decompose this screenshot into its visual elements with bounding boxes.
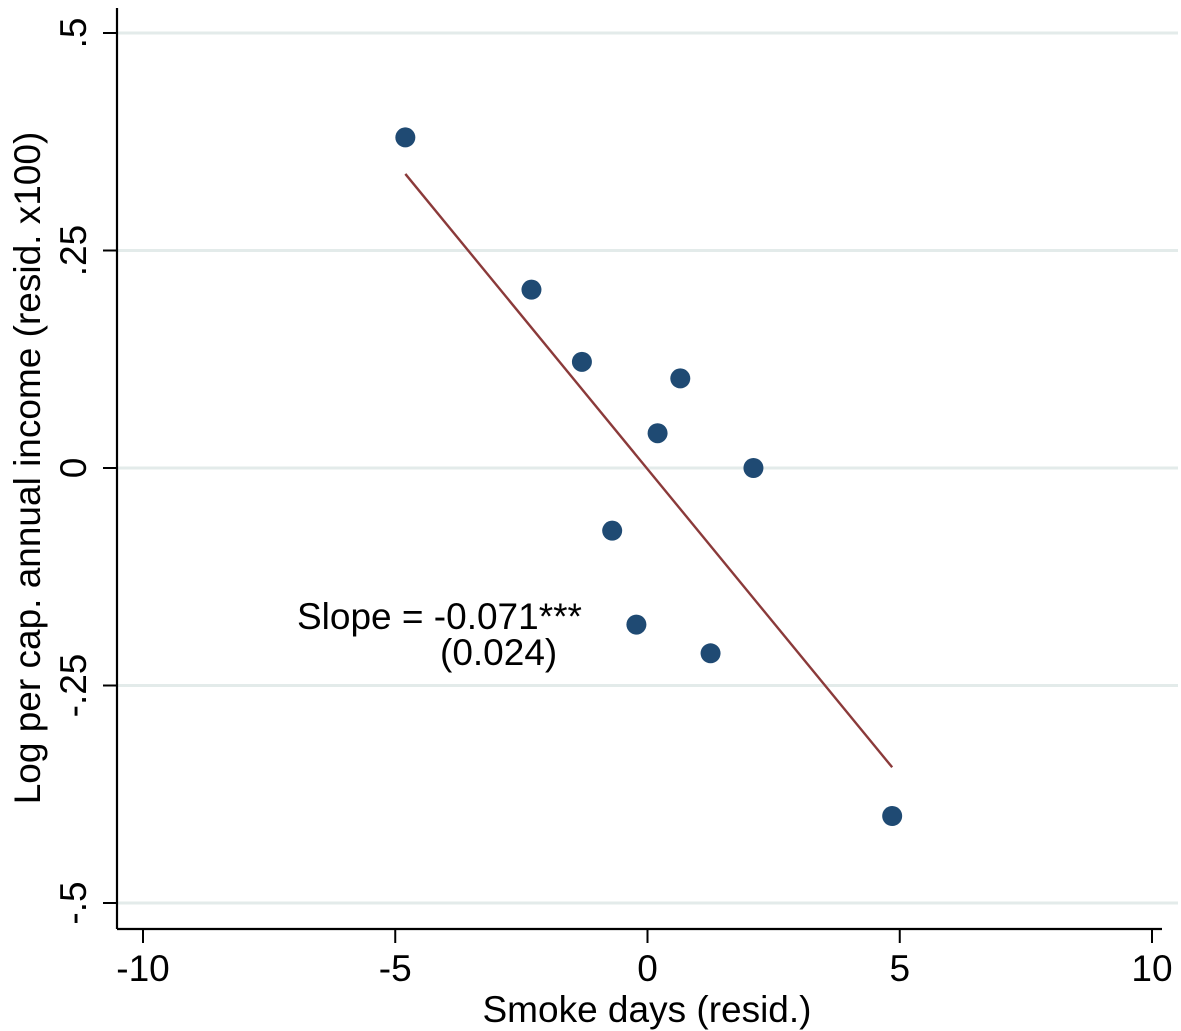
- data-points: [395, 127, 903, 826]
- data-point: [882, 806, 903, 826]
- data-point: [626, 614, 647, 635]
- x-tick-label: 5: [889, 948, 910, 989]
- x-tick-label: 10: [1131, 948, 1172, 989]
- y-tick-label: 0: [53, 458, 94, 479]
- slope-standard-error: (0.024): [440, 632, 557, 673]
- data-point: [743, 458, 764, 478]
- y-tick-label: .25: [53, 225, 94, 276]
- x-tick-label: 0: [637, 948, 658, 989]
- y-tick-label: .5: [53, 18, 94, 49]
- data-point: [395, 127, 416, 148]
- data-point: [647, 423, 668, 444]
- data-point: [700, 643, 721, 664]
- x-tick-label: -10: [116, 948, 169, 989]
- data-point: [670, 368, 691, 389]
- fit-line: [404, 173, 894, 769]
- data-point: [571, 351, 592, 372]
- x-tick-label: -5: [379, 948, 412, 989]
- data-point: [602, 520, 623, 541]
- data-point: [521, 279, 542, 300]
- y-axis-title: Log per cap. annual income (resid. x100): [7, 132, 48, 805]
- slope-annotation: Slope = -0.071***: [297, 596, 582, 637]
- fit-line-group: [404, 173, 894, 769]
- y-tick-label: -.5: [53, 881, 94, 924]
- x-axis-title: Smoke days (resid.): [483, 989, 812, 1030]
- ticks: -.5 -.25 0 .25 .5 -10 -5 0 5 10: [53, 18, 1173, 989]
- y-tick-label: -.25: [53, 654, 94, 718]
